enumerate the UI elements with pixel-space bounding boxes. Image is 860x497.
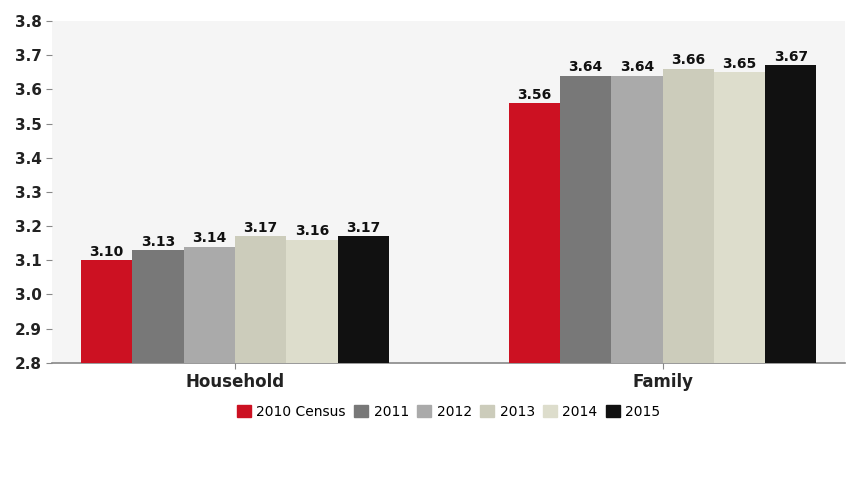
Bar	[714, 72, 765, 363]
Bar	[81, 260, 132, 363]
Text: 3.13: 3.13	[141, 235, 175, 248]
Text: 3.17: 3.17	[243, 221, 278, 235]
Bar	[183, 247, 235, 363]
Text: 3.14: 3.14	[192, 231, 226, 245]
Bar	[508, 103, 560, 363]
Text: 3.65: 3.65	[722, 57, 757, 71]
Text: 3.67: 3.67	[774, 50, 808, 64]
Text: 3.56: 3.56	[517, 87, 551, 102]
Bar	[286, 240, 337, 363]
Bar	[337, 236, 389, 363]
Text: 3.10: 3.10	[89, 245, 124, 259]
Bar	[132, 250, 183, 363]
Text: 3.16: 3.16	[295, 224, 329, 239]
Bar	[235, 236, 286, 363]
Legend: 2010 Census, 2011, 2012, 2013, 2014, 2015: 2010 Census, 2011, 2012, 2013, 2014, 201…	[231, 399, 666, 424]
Text: 3.64: 3.64	[620, 60, 654, 75]
Text: 3.17: 3.17	[346, 221, 380, 235]
Text: 3.64: 3.64	[568, 60, 603, 75]
Bar	[765, 66, 816, 363]
Bar	[560, 76, 611, 363]
Text: 3.66: 3.66	[671, 54, 705, 68]
Bar	[611, 76, 662, 363]
Bar	[662, 69, 714, 363]
